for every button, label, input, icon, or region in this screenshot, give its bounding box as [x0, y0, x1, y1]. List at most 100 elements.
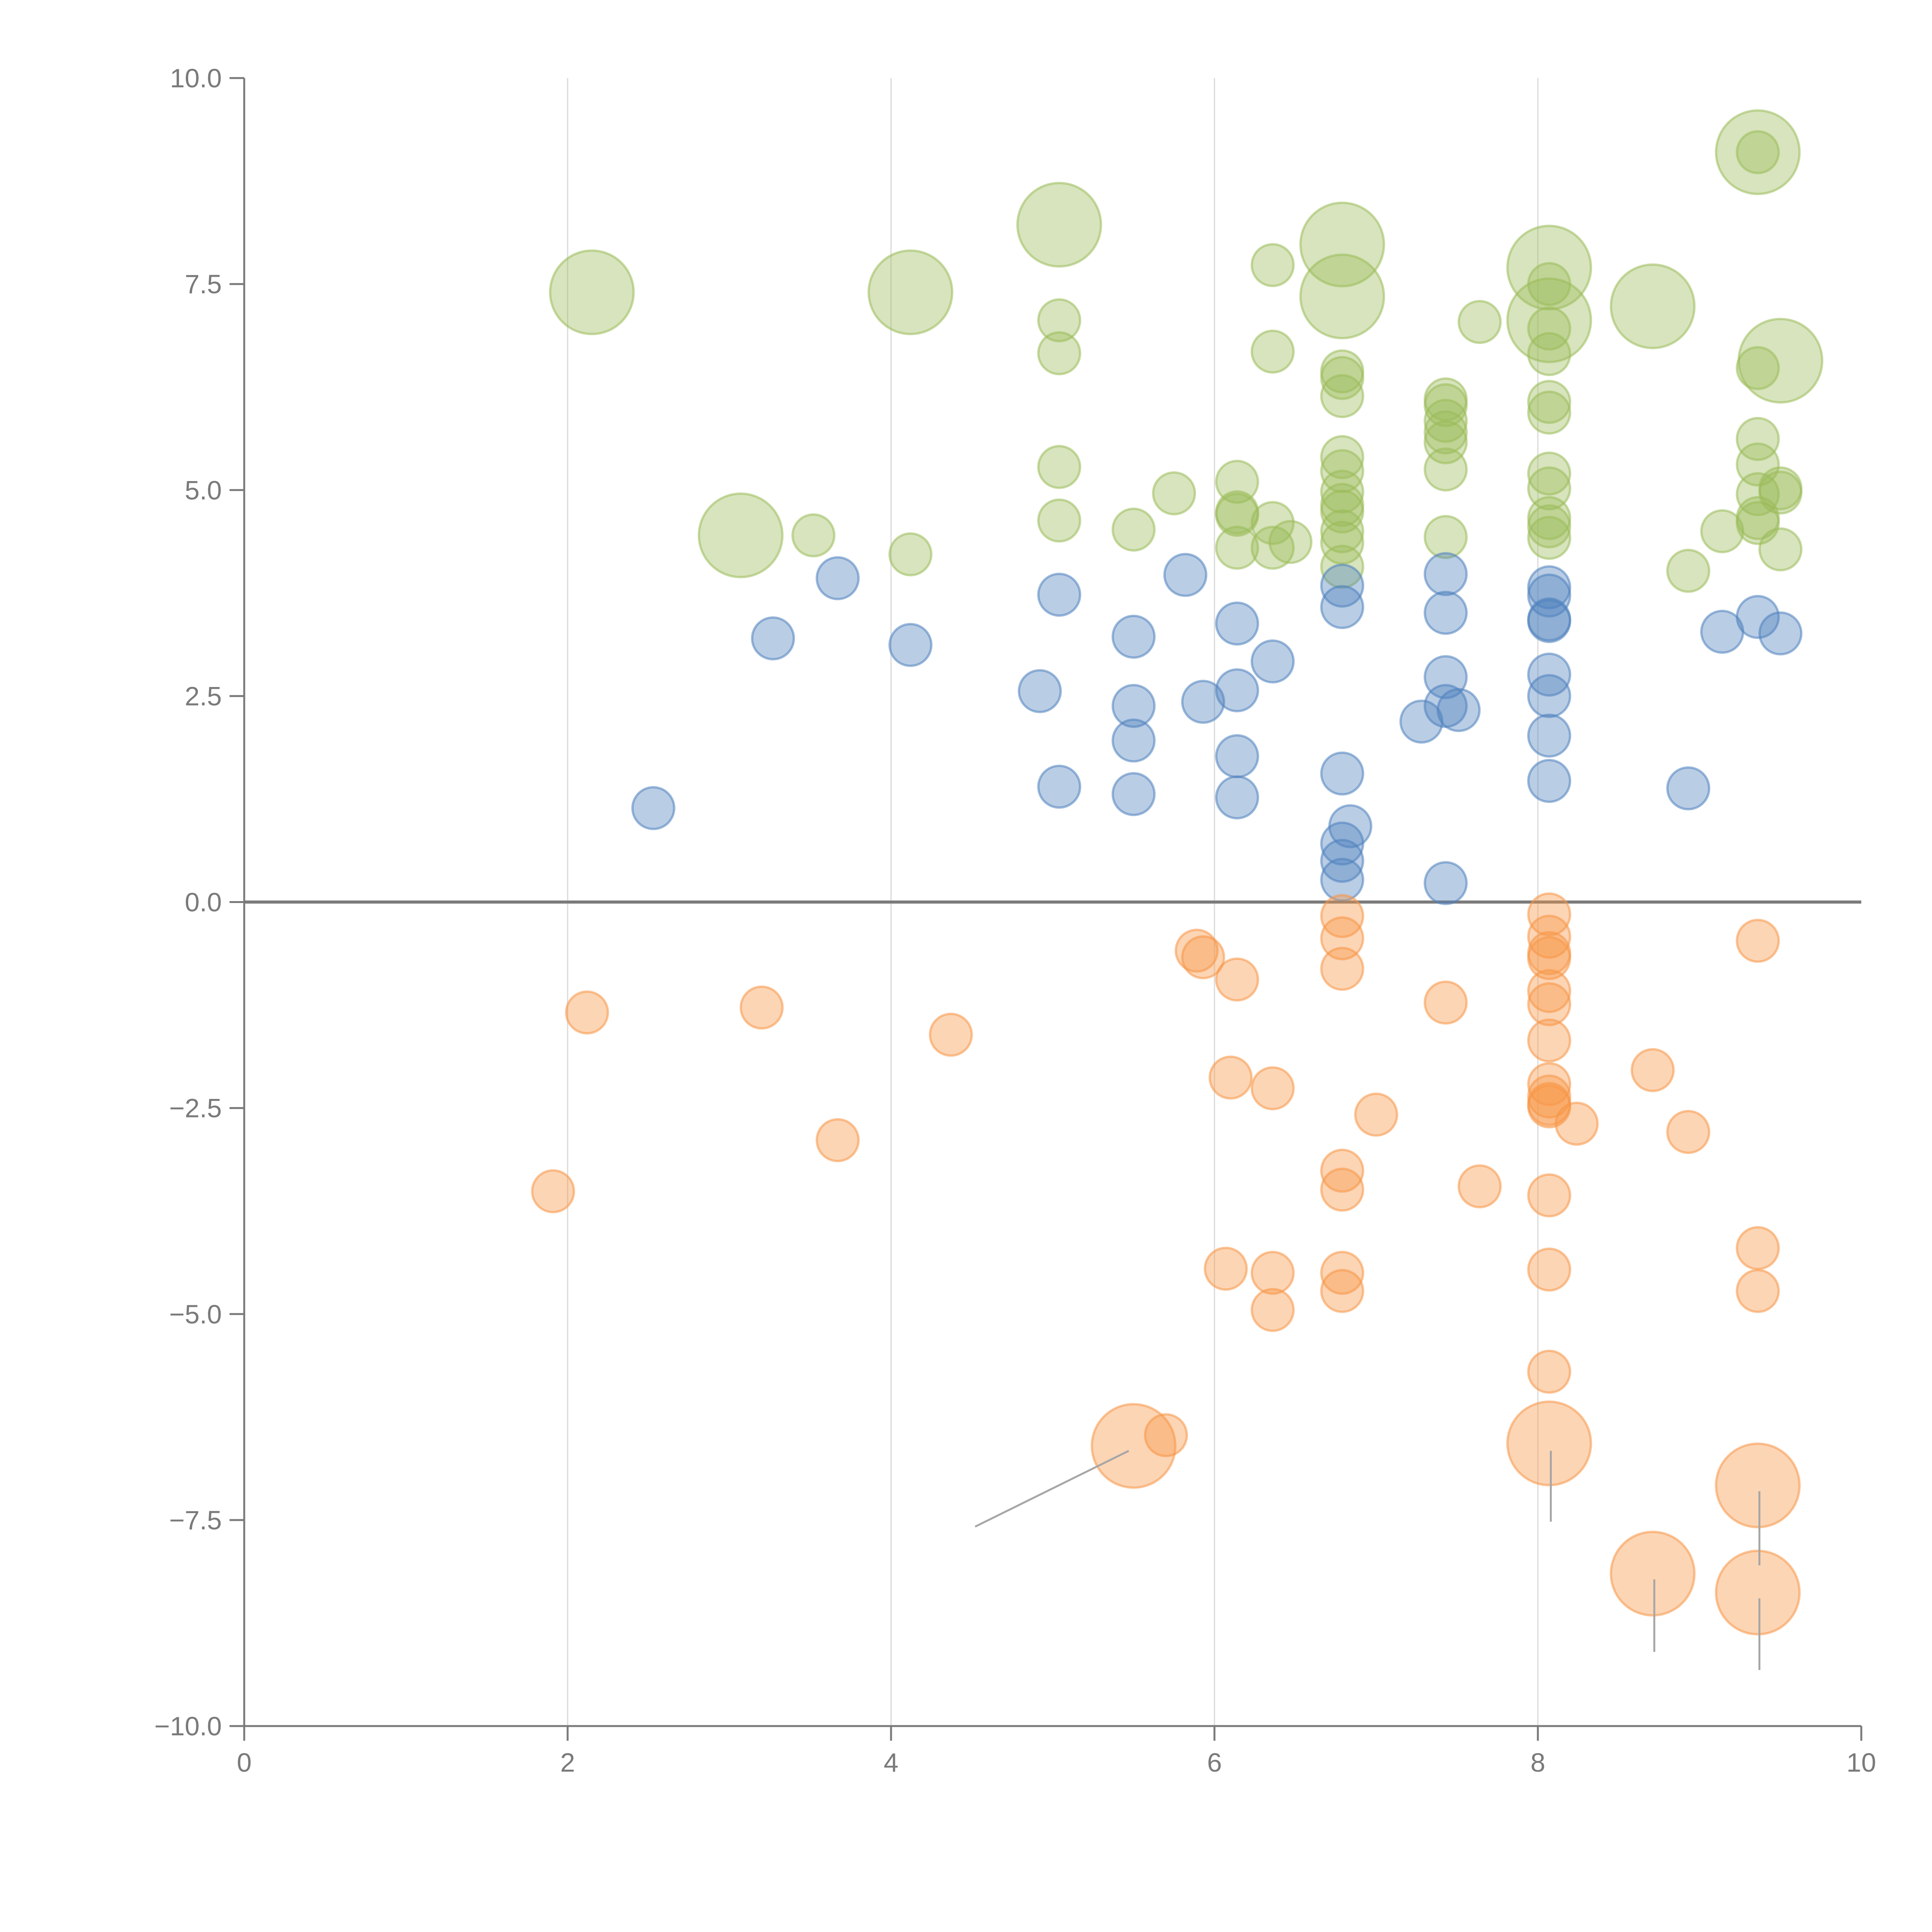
bubble-point [740, 985, 784, 1030]
bubble-point [1320, 1269, 1364, 1313]
bubble-point [1666, 766, 1711, 811]
bubble-point [1554, 1102, 1599, 1146]
bubble-point [1268, 520, 1313, 564]
bubble-point [1736, 417, 1780, 461]
bubble-point [1320, 509, 1364, 553]
bubble-point [1700, 509, 1745, 553]
bubble-point [697, 492, 784, 578]
bubble-point [1527, 504, 1571, 549]
y-tick-label: 0.0 [185, 888, 222, 917]
x-tick-label: 4 [884, 1748, 898, 1777]
bubble-point [751, 616, 795, 661]
bubble-point [1527, 1173, 1571, 1218]
bubble-point [1527, 1247, 1571, 1292]
bubble-point [1090, 1403, 1177, 1489]
bubble-point [1527, 390, 1571, 435]
bubble-point [1527, 936, 1571, 980]
bubble-point [1250, 501, 1295, 545]
bubble-point [1111, 772, 1156, 816]
bubble-point [1016, 182, 1102, 268]
bubble-point [888, 623, 933, 667]
bubble-point [1506, 277, 1592, 363]
bubble-point [1527, 573, 1571, 618]
bubble-point [815, 1118, 860, 1162]
bubble-point [1527, 713, 1571, 758]
bubble-point [1320, 435, 1364, 479]
bubble-point [1423, 515, 1468, 559]
bubble-point [1299, 201, 1385, 287]
bubble-point [1423, 410, 1468, 454]
bubble-point [1250, 639, 1295, 684]
bubble-point [1527, 515, 1571, 560]
bubble-point [1527, 759, 1571, 803]
bubble-point [888, 532, 933, 577]
bubble-point [1527, 380, 1571, 424]
x-tick-label: 0 [237, 1748, 252, 1777]
bubble-point [549, 249, 635, 335]
y-tick-label: 2.5 [185, 681, 222, 711]
bubble-point [1152, 471, 1196, 515]
bubble-point [867, 249, 954, 335]
bubble-point [1320, 947, 1364, 991]
bubble-point [1758, 527, 1803, 571]
bubble-point [1320, 751, 1364, 796]
bubble-point [1758, 611, 1803, 656]
bubble-point [1458, 1164, 1502, 1209]
bubble-point [1458, 300, 1502, 344]
bubble-point [1320, 544, 1364, 589]
bubble-point [1320, 857, 1364, 902]
bubble-point [1736, 130, 1780, 174]
bubble-point [1215, 526, 1259, 570]
y-tick-label: −10.0 [154, 1711, 222, 1741]
bubble-point [1204, 1247, 1248, 1291]
bubble-point [1666, 1110, 1711, 1154]
bubble-point [1037, 764, 1082, 809]
y-tick-label: 5.0 [185, 475, 222, 505]
bubble-point [1715, 109, 1801, 195]
bubble-point [1436, 688, 1481, 732]
y-tick-label: 7.5 [185, 269, 222, 299]
label-leader-line [975, 1450, 1129, 1528]
bubble-point [1320, 894, 1364, 938]
y-tick-label: −2.5 [169, 1094, 222, 1123]
bubble-point [1037, 331, 1082, 376]
bubble-point [1215, 493, 1259, 537]
bubble-point [1208, 1055, 1253, 1100]
axis-layer: 10.0 7.5 5.0 2.5 0.0 −2.5 −5.0 −7.5 −10.0 0 2 4 6 8 10 [154, 63, 1876, 1777]
bubble-point [1215, 734, 1259, 779]
bubble-point [1736, 346, 1780, 390]
bubble-point [1423, 552, 1468, 596]
bubble-point [1527, 306, 1571, 351]
x-tick-label: 8 [1531, 1748, 1545, 1777]
bubble-point [1181, 935, 1225, 980]
bubble-point [1666, 549, 1711, 593]
bubble-point [791, 513, 836, 558]
bubble-point [1527, 599, 1571, 643]
bubble-point [1423, 383, 1468, 427]
bubble-point [1320, 374, 1364, 418]
bubble-point [1320, 356, 1364, 400]
bubble-point [1215, 459, 1259, 504]
bubble-point [1250, 1066, 1295, 1111]
bubble-point [1037, 573, 1082, 617]
bubble-point [631, 786, 675, 830]
bubble-point [1527, 969, 1571, 1013]
bubble-point [1174, 929, 1219, 973]
bubble-point [1320, 821, 1364, 866]
bubble-point [1527, 674, 1571, 718]
y-tick-label: −5.0 [169, 1299, 222, 1329]
bubble-point [1111, 684, 1156, 728]
bubble-point [1111, 614, 1156, 659]
bubble-point [1037, 445, 1082, 489]
bubble-point [1181, 680, 1225, 724]
x-tick-label: 2 [560, 1748, 575, 1777]
bubble-point [1715, 1442, 1801, 1529]
bubble-point [1423, 590, 1468, 635]
bubble-point [1250, 526, 1295, 570]
bubble-point [531, 1169, 575, 1214]
bubble-point [1018, 669, 1062, 713]
bubble-point [1037, 298, 1082, 342]
bubble-point [1250, 329, 1295, 374]
bubble-point [1736, 1226, 1780, 1270]
